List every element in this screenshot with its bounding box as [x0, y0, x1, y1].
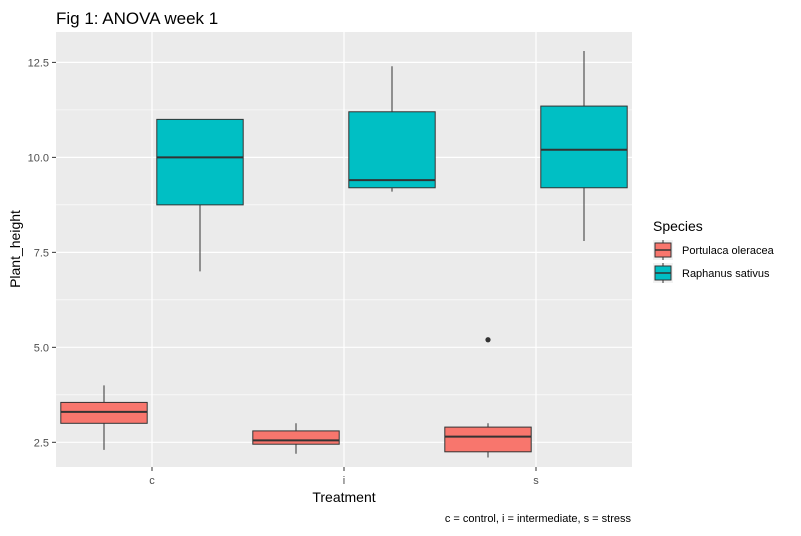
- major-gridlines: [56, 32, 632, 467]
- x-tick-label: i: [343, 475, 345, 487]
- x-tick-label: c: [149, 475, 155, 487]
- y-tick-label: 5.0: [34, 342, 49, 354]
- chart-caption: c = control, i = intermediate, s = stres…: [445, 513, 632, 525]
- legend-label: Raphanus sativus: [682, 268, 770, 280]
- box: [348, 111, 436, 189]
- outlier-point: [485, 337, 491, 343]
- y-axis: 2.5 5.0 7.5 10.0 12.5: [28, 57, 56, 449]
- chart-title: Fig 1: ANOVA week 1: [56, 9, 218, 28]
- x-axis-title: Treatment: [312, 489, 375, 505]
- y-tick-label: 7.5: [34, 247, 49, 259]
- series-group: [156, 50, 628, 272]
- series-group: [60, 337, 532, 458]
- legend-label: Portulaca oleracea: [682, 245, 775, 257]
- box: [540, 105, 628, 189]
- x-tick-label: s: [533, 475, 539, 487]
- legend-title: Species: [653, 218, 703, 234]
- y-tick-label: 2.5: [34, 437, 49, 449]
- box-series: [60, 50, 628, 458]
- box: [444, 426, 532, 453]
- box: [252, 430, 340, 445]
- y-axis-title: Plant_height: [7, 210, 23, 288]
- y-tick-label: 12.5: [28, 57, 49, 69]
- box: [156, 118, 244, 206]
- y-tick-label: 10.0: [28, 152, 49, 164]
- legend: Species Portulaca oleracea Raphanus sativ…: [653, 218, 775, 283]
